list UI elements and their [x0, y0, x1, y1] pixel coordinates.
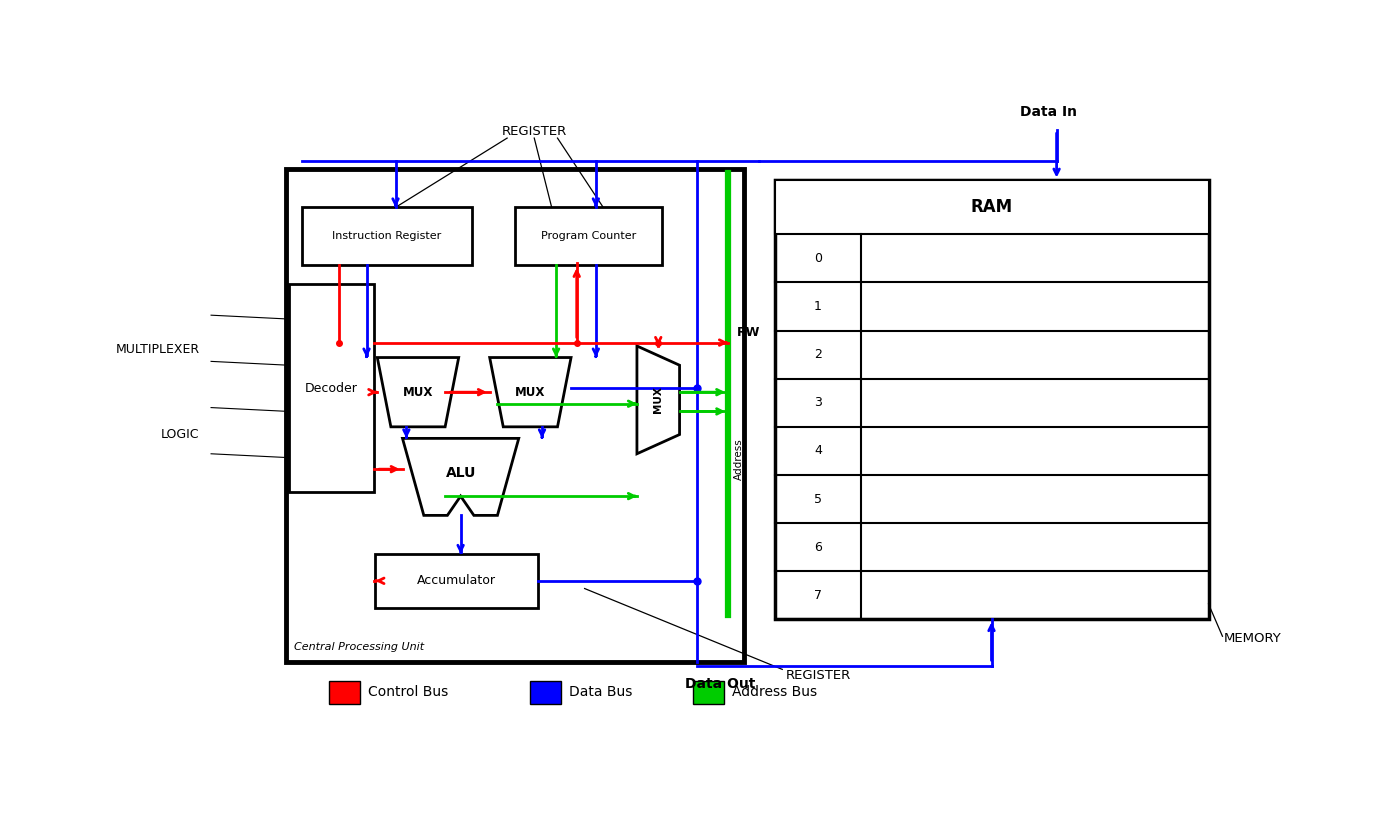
Text: Data Bus: Data Bus [569, 685, 633, 699]
Text: Decoder: Decoder [305, 382, 357, 395]
Text: Instruction Register: Instruction Register [332, 231, 441, 241]
Text: Central Processing Unit: Central Processing Unit [294, 642, 424, 653]
Text: 4: 4 [814, 444, 822, 458]
Text: 5: 5 [814, 493, 822, 506]
Text: 6: 6 [814, 541, 822, 554]
Text: Accumulator: Accumulator [417, 574, 497, 587]
Bar [376, 554, 538, 608]
Polygon shape [490, 358, 572, 426]
Text: Address Bus: Address Bus [732, 685, 817, 699]
Bar [288, 284, 374, 493]
Bar [775, 181, 1209, 234]
Text: Data In: Data In [1021, 105, 1078, 118]
Text: MUX: MUX [515, 386, 545, 399]
Text: 3: 3 [814, 396, 822, 409]
Text: MUX: MUX [403, 386, 433, 399]
Text: Address: Address [734, 439, 744, 480]
Polygon shape [637, 346, 680, 453]
Bar [515, 208, 662, 266]
Text: 7: 7 [814, 589, 822, 602]
Text: ALU: ALU [445, 466, 476, 480]
Polygon shape [377, 358, 459, 426]
Text: RAM: RAM [971, 199, 1013, 217]
Text: REGISTER: REGISTER [502, 125, 568, 138]
Bar [328, 681, 360, 704]
Text: 2: 2 [814, 348, 822, 361]
Text: 1: 1 [814, 300, 822, 313]
Text: MEMORY: MEMORY [1224, 632, 1281, 645]
Text: LOGIC: LOGIC [161, 428, 199, 441]
Text: RW: RW [737, 326, 761, 339]
Text: 0: 0 [814, 252, 822, 265]
Bar [302, 208, 473, 266]
Text: MULTIPLEXER: MULTIPLEXER [115, 343, 199, 356]
Bar [775, 181, 1209, 619]
Polygon shape [402, 439, 519, 516]
Text: Program Counter: Program Counter [541, 231, 636, 241]
Text: Data Out: Data Out [684, 677, 755, 691]
Text: REGISTER: REGISTER [786, 669, 851, 682]
Text: Control Bus: Control Bus [367, 685, 448, 699]
Bar [530, 681, 562, 704]
Bar [287, 169, 744, 662]
Bar [693, 681, 725, 704]
Text: MUX: MUX [654, 386, 664, 413]
